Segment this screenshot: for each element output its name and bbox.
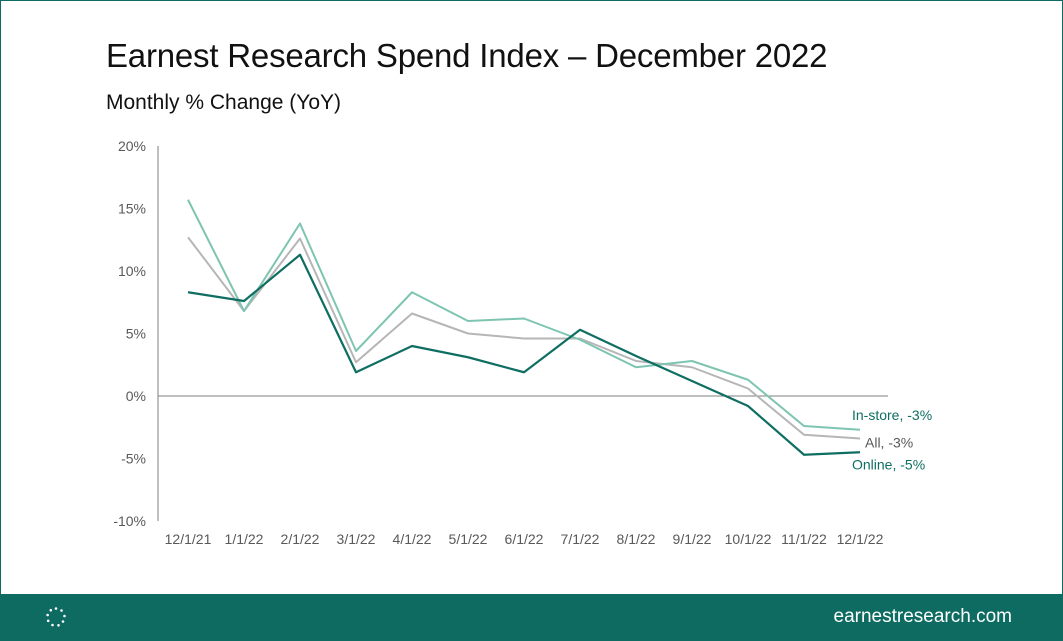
- series-line-instore: [187, 199, 861, 431]
- y-tick-label: 0%: [126, 388, 146, 404]
- x-tick-label: 12/1/22: [837, 531, 884, 547]
- series-line-online: [187, 253, 861, 456]
- y-tick-label: -5%: [121, 451, 146, 467]
- series-end-label-online: Online, -5%: [852, 456, 925, 472]
- x-tick-label: 7/1/22: [561, 531, 600, 547]
- line-chart: 20% 15% 10% 5% 0% -5% -10% 12/1/21 1/1/22 2/1/22 3…: [113, 138, 932, 547]
- chart-subtitle: Monthly % Change (YoY): [106, 91, 342, 114]
- x-tick-label: 6/1/22: [505, 531, 544, 547]
- footer-url[interactable]: earnestresearch.com: [833, 606, 1012, 627]
- x-tick-label: 3/1/22: [337, 531, 376, 547]
- x-tick-label: 12/1/21: [165, 531, 212, 547]
- series-line-all: [187, 236, 861, 440]
- series-end-label-instore: In-store, -3%: [852, 407, 932, 423]
- x-tick-label: 9/1/22: [673, 531, 712, 547]
- x-tick-label: 8/1/22: [617, 531, 656, 547]
- x-tick-label: 5/1/22: [449, 531, 488, 547]
- x-tick-label: 4/1/22: [393, 531, 432, 547]
- y-tick-label: -10%: [113, 513, 146, 529]
- y-tick-label: 20%: [118, 138, 146, 154]
- footer-bar: earnestresearch.com: [1, 594, 1062, 640]
- y-tick-label: 5%: [126, 326, 146, 342]
- series-end-label-all: All, -3%: [865, 435, 913, 451]
- x-tick-label: 2/1/22: [281, 531, 320, 547]
- x-tick-label: 1/1/22: [225, 531, 264, 547]
- y-tick-label: 10%: [118, 263, 146, 279]
- dotted-circle-logo-icon: [46, 607, 66, 627]
- x-tick-label: 11/1/22: [781, 531, 827, 547]
- chart-title: Earnest Research Spend Index – December …: [106, 37, 828, 74]
- y-tick-label: 15%: [118, 201, 146, 217]
- x-tick-label: 10/1/22: [725, 531, 772, 547]
